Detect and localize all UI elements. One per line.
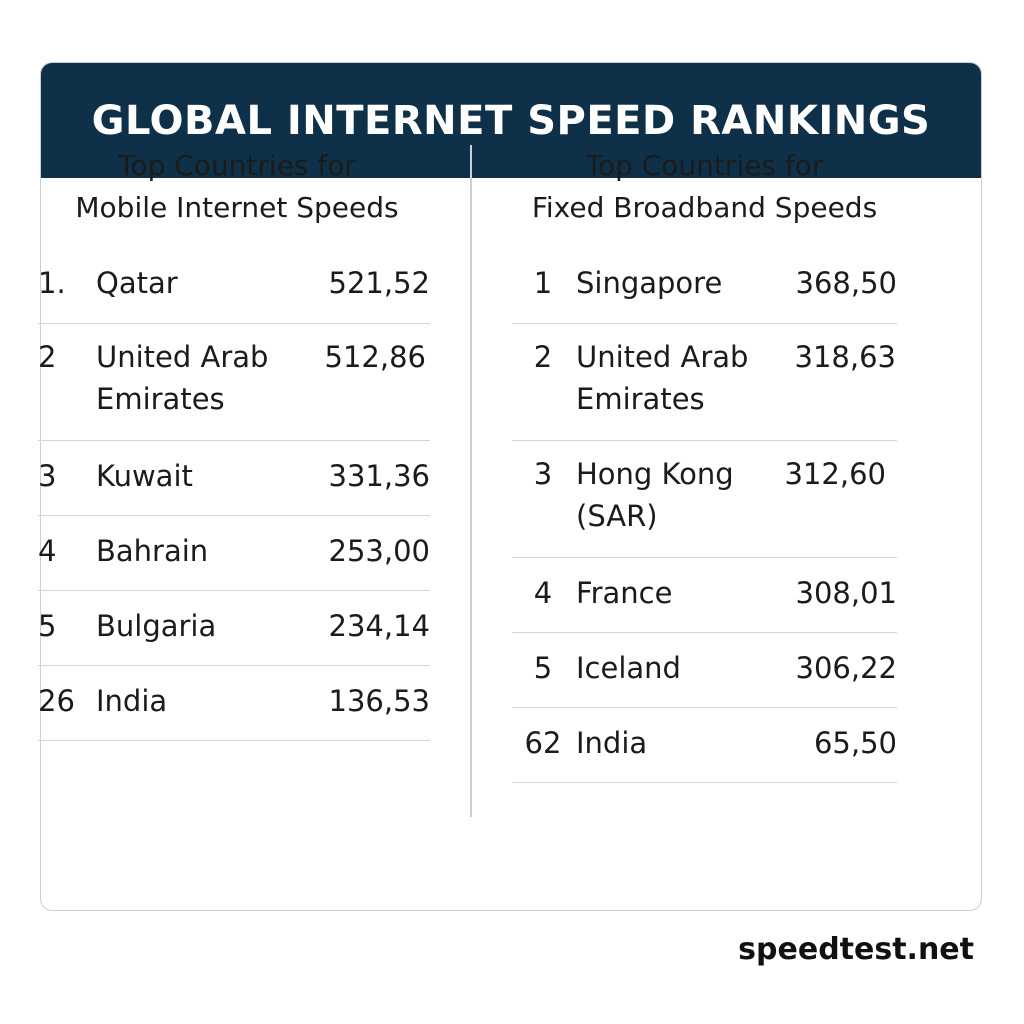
table-row: 62 India 65,50 [512, 708, 897, 783]
speed-value: 308,01 [795, 576, 897, 610]
country-name: France [576, 576, 673, 610]
speed-value: 331,36 [328, 459, 430, 493]
country-name: Iceland [576, 651, 681, 685]
country-name: India [96, 684, 168, 718]
table-row: 26 India 136,53 [38, 666, 430, 741]
table-row: 4 Bahrain 253,00 [38, 516, 430, 591]
speed-value: 253,00 [328, 534, 430, 568]
rank-number: 4 [533, 576, 553, 610]
country-name: Bahrain [96, 534, 209, 568]
country-name: Kuwait [96, 459, 193, 493]
rank-number: 26 [38, 684, 75, 718]
source-credit: speedtest.net [738, 932, 974, 967]
table-row: 5 Bulgaria 234,14 [38, 591, 430, 666]
country-name: India [576, 726, 648, 760]
speed-value: 521,52 [328, 266, 430, 300]
speed-value: 136,53 [328, 684, 430, 718]
speed-value: 306,22 [795, 651, 897, 685]
rank-number: 62 [524, 726, 562, 760]
table-row: 2 United Arab Emirates 318,63 [512, 324, 897, 441]
fixed-column: Top Countries for Fixed Broadband Speeds… [512, 145, 897, 783]
fixed-title-line-1: Top Countries for [585, 149, 824, 182]
table-row: 4 France 308,01 [512, 558, 897, 633]
rank-number: 5 [533, 651, 553, 685]
rank-number: 2 [533, 340, 553, 374]
rank-number: 2 [38, 340, 57, 374]
column-divider [470, 145, 472, 817]
speed-value: 368,50 [795, 266, 897, 300]
mobile-column-title: Top Countries for Mobile Internet Speeds [38, 145, 430, 240]
table-row: 2 United Arab Emirates 512,86 [38, 324, 430, 441]
table-row: 5 Iceland 306,22 [512, 633, 897, 708]
speed-value: 312,60 [784, 457, 886, 491]
speed-value: 318,63 [794, 340, 896, 374]
mobile-title-line-2: Mobile Internet Speeds [75, 191, 399, 224]
rank-number: 4 [38, 534, 57, 568]
mobile-title-line-1: Top Countries for [118, 149, 356, 182]
country-name: Bulgaria [96, 609, 217, 643]
page-title: GLOBAL INTERNET SPEED RANKINGS [91, 97, 931, 144]
rank-number: 3 [38, 459, 57, 493]
fixed-column-title: Top Countries for Fixed Broadband Speeds [512, 145, 897, 240]
table-row: 1. Qatar 521,52 [38, 262, 430, 324]
country-name: Singapore [576, 266, 723, 300]
table-row: 3 Hong Kong (SAR) 312,60 [512, 441, 897, 558]
speed-value: 512,86 [324, 340, 426, 374]
fixed-ranking-list: 1 Singapore 368,50 2 United Arab Emirate… [512, 262, 897, 783]
speed-value: 234,14 [328, 609, 430, 643]
rank-number: 3 [533, 457, 553, 491]
rankings-card: GLOBAL INTERNET SPEED RANKINGS [40, 62, 982, 911]
country-name: United Arab Emirates [96, 340, 269, 416]
table-row: 1 Singapore 368,50 [512, 262, 897, 324]
table-row: 3 Kuwait 331,36 [38, 441, 430, 516]
speed-value: 65,50 [813, 726, 897, 760]
fixed-title-line-2: Fixed Broadband Speeds [531, 191, 878, 224]
country-name: United Arab Emirates [576, 340, 749, 416]
mobile-column: Top Countries for Mobile Internet Speeds… [38, 145, 430, 741]
rank-number: 1 [533, 266, 553, 300]
country-name: Qatar [96, 266, 178, 300]
header-banner: GLOBAL INTERNET SPEED RANKINGS [41, 63, 981, 178]
mobile-ranking-list: 1. Qatar 521,52 2 United Arab Emirates 5… [38, 262, 430, 741]
rank-number: 5 [38, 609, 57, 643]
rank-number: 1. [38, 266, 66, 300]
country-name: Hong Kong (SAR) [576, 457, 734, 533]
